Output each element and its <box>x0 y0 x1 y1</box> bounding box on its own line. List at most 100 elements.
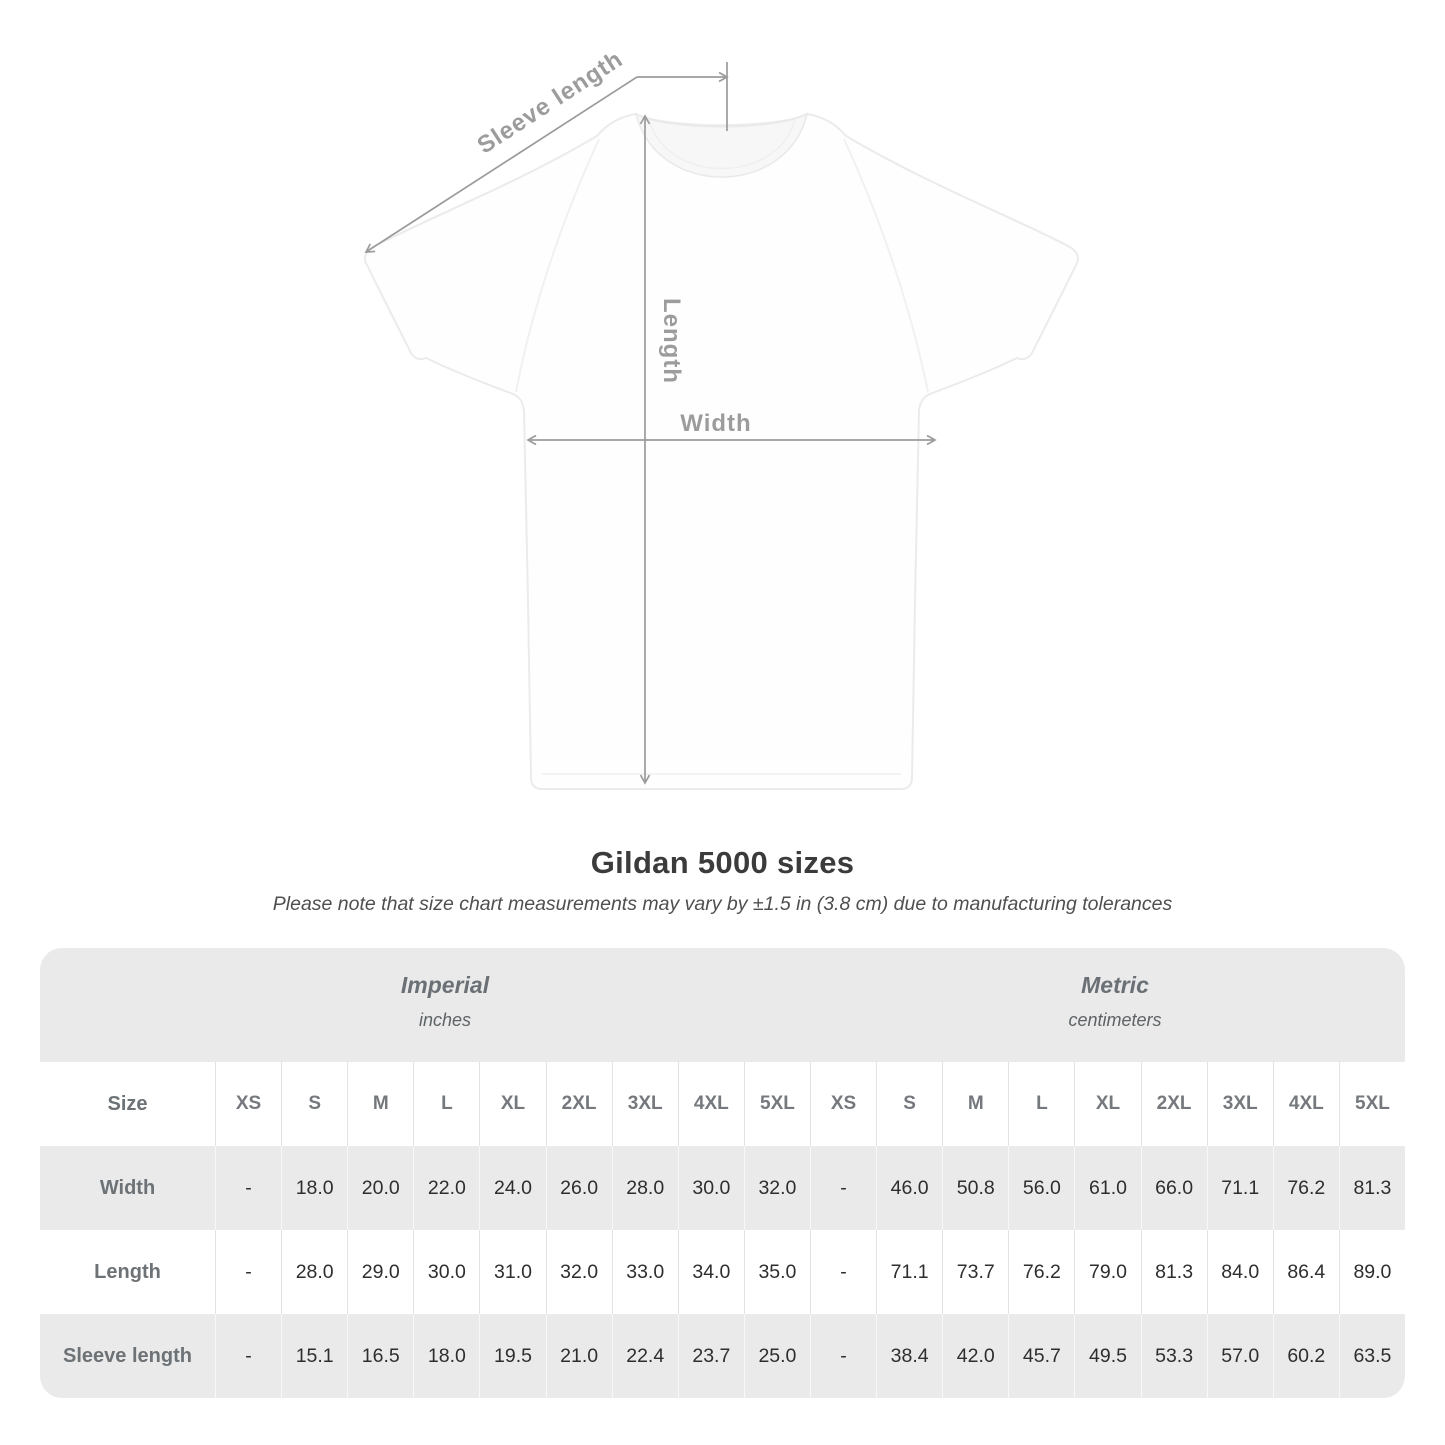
value-cell: 42.0 <box>942 1314 1009 1398</box>
tshirt-outline <box>364 112 1079 790</box>
value-cell: 23.7 <box>677 1314 744 1398</box>
size-col-imperial-4xl: 4XL <box>677 1062 744 1146</box>
value-cell: 28.0 <box>281 1230 348 1314</box>
value-cell: 24.0 <box>479 1146 546 1230</box>
left-armhole-seam <box>515 138 600 393</box>
imperial-group-unit: inches <box>418 1010 472 1030</box>
value-cell: 86.4 <box>1272 1230 1339 1314</box>
unit-group-band: Imperial inches Metric centimeters <box>40 948 1405 1062</box>
value-cell: 50.8 <box>942 1146 1009 1230</box>
imperial-group-label: Imperial <box>400 972 490 998</box>
row-label-sleeve-length: Sleeve length <box>40 1314 215 1398</box>
measurement-lines <box>364 62 937 785</box>
value-cell: 46.0 <box>876 1146 943 1230</box>
row-label-length: Length <box>40 1230 215 1314</box>
tshirt-measurement-figure: Sleeve length Length Width <box>364 45 1079 790</box>
value-cell: 35.0 <box>743 1230 810 1314</box>
value-cell: 18.0 <box>281 1146 348 1230</box>
value-cell: 66.0 <box>1140 1146 1207 1230</box>
value-cell: - <box>215 1146 282 1230</box>
value-cell: 22.0 <box>413 1146 480 1230</box>
tolerance-note: Please note that size chart measurements… <box>272 893 1173 915</box>
value-cell: 84.0 <box>1206 1230 1273 1314</box>
size-col-metric-4xl: 4XL <box>1272 1062 1339 1146</box>
size-col-imperial-xs: XS <box>215 1062 282 1146</box>
value-cell: 71.1 <box>876 1230 943 1314</box>
tshirt-graphic <box>364 112 1079 790</box>
value-cell: - <box>809 1314 877 1398</box>
size-col-metric-l: L <box>1008 1062 1075 1146</box>
value-cell: 15.1 <box>281 1314 348 1398</box>
page-title: Gildan 5000 sizes <box>590 845 855 880</box>
value-cell: 49.5 <box>1074 1314 1141 1398</box>
value-cell: 81.3 <box>1338 1146 1405 1230</box>
value-cell: 76.2 <box>1272 1146 1339 1230</box>
collar-inner-seam <box>648 118 796 170</box>
value-cell: 81.3 <box>1140 1230 1207 1314</box>
value-cell: 33.0 <box>611 1230 678 1314</box>
value-cell: 20.0 <box>347 1146 414 1230</box>
value-cell: - <box>809 1146 877 1230</box>
value-cell: 34.0 <box>677 1230 744 1314</box>
value-cell: 26.0 <box>545 1146 612 1230</box>
value-cell: 45.7 <box>1008 1314 1075 1398</box>
value-cell: 28.0 <box>611 1146 678 1230</box>
size-col-metric-xl: XL <box>1074 1062 1141 1146</box>
value-cell: 56.0 <box>1008 1146 1075 1230</box>
size-table: Size XS S M L XL 2XL 3XL 4XL 5XL XS S M … <box>40 1062 1405 1398</box>
value-cell: 31.0 <box>479 1230 546 1314</box>
value-cell: 38.4 <box>876 1314 943 1398</box>
value-cell: 32.0 <box>545 1230 612 1314</box>
value-cell: 21.0 <box>545 1314 612 1398</box>
row-label-width: Width <box>40 1146 215 1230</box>
right-armhole-seam <box>843 138 929 393</box>
size-col-imperial-3xl: 3XL <box>611 1062 678 1146</box>
size-col-imperial-m: M <box>347 1062 414 1146</box>
value-cell: - <box>215 1314 282 1398</box>
collar <box>634 112 809 178</box>
table-row-length: Length - 28.0 29.0 30.0 31.0 32.0 33.0 3… <box>40 1230 1405 1314</box>
size-col-metric-xs: XS <box>809 1062 877 1146</box>
size-col-imperial-l: L <box>413 1062 480 1146</box>
value-cell: 30.0 <box>677 1146 744 1230</box>
size-table-card: Imperial inches Metric centimeters Size … <box>40 948 1405 1398</box>
table-row-width: Width - 18.0 20.0 22.0 24.0 26.0 28.0 30… <box>40 1146 1405 1230</box>
value-cell: 29.0 <box>347 1230 414 1314</box>
value-cell: 22.4 <box>611 1314 678 1398</box>
value-cell: 53.3 <box>1140 1314 1207 1398</box>
value-cell: 63.5 <box>1338 1314 1405 1398</box>
size-col-imperial-5xl: 5XL <box>743 1062 810 1146</box>
size-col-metric-s: S <box>876 1062 943 1146</box>
table-row-sleeve-length: Sleeve length - 15.1 16.5 18.0 19.5 21.0… <box>40 1314 1405 1398</box>
value-cell: - <box>809 1230 877 1314</box>
size-col-metric-3xl: 3XL <box>1206 1062 1273 1146</box>
value-cell: 60.2 <box>1272 1314 1339 1398</box>
size-col-imperial-2xl: 2XL <box>545 1062 612 1146</box>
length-label: Length <box>658 298 685 384</box>
size-col-imperial-s: S <box>281 1062 348 1146</box>
value-cell: 18.0 <box>413 1314 480 1398</box>
size-col-metric-2xl: 2XL <box>1140 1062 1207 1146</box>
sleeve-length-arrow-diagonal <box>364 76 638 253</box>
value-cell: 71.1 <box>1206 1146 1273 1230</box>
size-col-imperial-xl: XL <box>479 1062 546 1146</box>
value-cell: 73.7 <box>942 1230 1009 1314</box>
size-col-metric-m: M <box>942 1062 1009 1146</box>
value-cell: 57.0 <box>1206 1314 1273 1398</box>
metric-group-label: Metric <box>1081 972 1149 998</box>
value-cell: 76.2 <box>1008 1230 1075 1314</box>
value-cell: 89.0 <box>1338 1230 1405 1314</box>
value-cell: 16.5 <box>347 1314 414 1398</box>
width-label: Width <box>680 410 751 437</box>
value-cell: 32.0 <box>743 1146 810 1230</box>
value-cell: 30.0 <box>413 1230 480 1314</box>
metric-group-unit: centimeters <box>1068 1010 1162 1030</box>
value-cell: 79.0 <box>1074 1230 1141 1314</box>
value-cell: 19.5 <box>479 1314 546 1398</box>
size-header-row: Size XS S M L XL 2XL 3XL 4XL 5XL XS S M … <box>40 1062 1405 1146</box>
value-cell: 25.0 <box>743 1314 810 1398</box>
value-cell: - <box>215 1230 282 1314</box>
size-col-metric-5xl: 5XL <box>1338 1062 1405 1146</box>
value-cell: 61.0 <box>1074 1146 1141 1230</box>
